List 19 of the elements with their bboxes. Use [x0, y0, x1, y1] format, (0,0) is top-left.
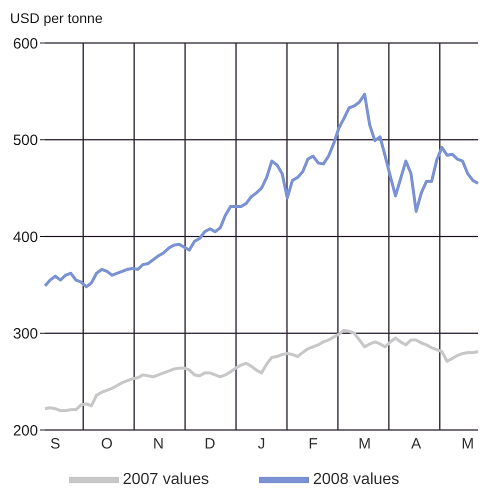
- x-tick-label: S: [50, 436, 60, 453]
- x-tick-label: F: [308, 436, 318, 453]
- x-tick-label: M: [358, 436, 371, 453]
- legend-label: 2007 values: [122, 471, 209, 488]
- x-tick-label: O: [101, 436, 113, 453]
- x-tick-label: J: [258, 436, 266, 453]
- x-tick-label: A: [411, 436, 422, 453]
- y-tick-label: 400: [12, 228, 38, 246]
- x-tick-label: N: [152, 436, 164, 453]
- y-tick-label: 600: [12, 35, 38, 52]
- y-axis-title: USD per tonne: [10, 10, 103, 26]
- y-tick-label: 500: [12, 132, 38, 150]
- line-series: [44, 328, 480, 412]
- x-tick-label: D: [204, 436, 216, 453]
- legend-label: 2008 values: [313, 471, 400, 488]
- line-series: [44, 92, 480, 288]
- y-tick-label: 200: [12, 422, 38, 440]
- x-tick-label: M: [461, 436, 474, 453]
- y-tick-label: 300: [12, 326, 38, 343]
